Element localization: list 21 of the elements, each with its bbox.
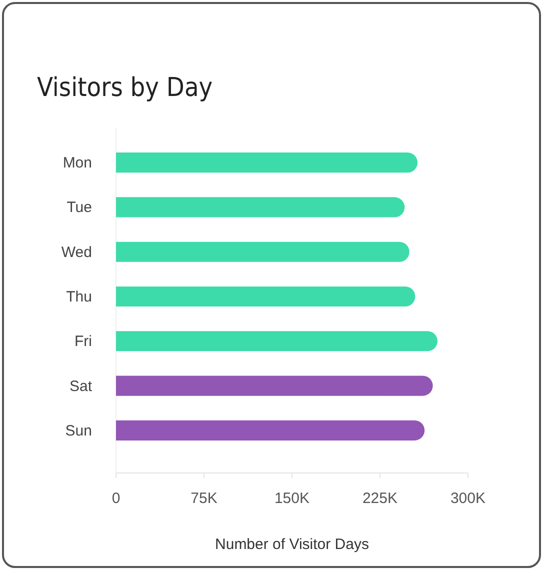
y-tick-label: Sat	[69, 378, 93, 395]
x-tick-label: 300K	[450, 490, 486, 507]
bar	[116, 242, 410, 262]
x-axis-title: Number of Visitor Days	[215, 536, 369, 553]
x-tick-label: 225K	[362, 490, 398, 507]
y-tick-label: Fri	[74, 333, 92, 350]
bar	[116, 152, 418, 173]
y-tick-label: Mon	[62, 154, 92, 172]
x-tick-label: 75K	[190, 490, 218, 507]
x-tick-label: 150K	[274, 490, 310, 507]
bar	[116, 286, 416, 307]
y-tick-label: Tue	[66, 199, 92, 216]
bar	[116, 197, 405, 218]
y-tick-label: Thu	[66, 288, 92, 306]
chart-title: Visitors by Day	[37, 73, 213, 103]
y-tick-label: Sun	[65, 422, 92, 440]
x-tick-label: 0	[112, 490, 120, 507]
y-tick-label: Wed	[61, 244, 92, 261]
bar	[116, 420, 425, 440]
bar	[116, 376, 433, 396]
bar	[116, 331, 438, 352]
